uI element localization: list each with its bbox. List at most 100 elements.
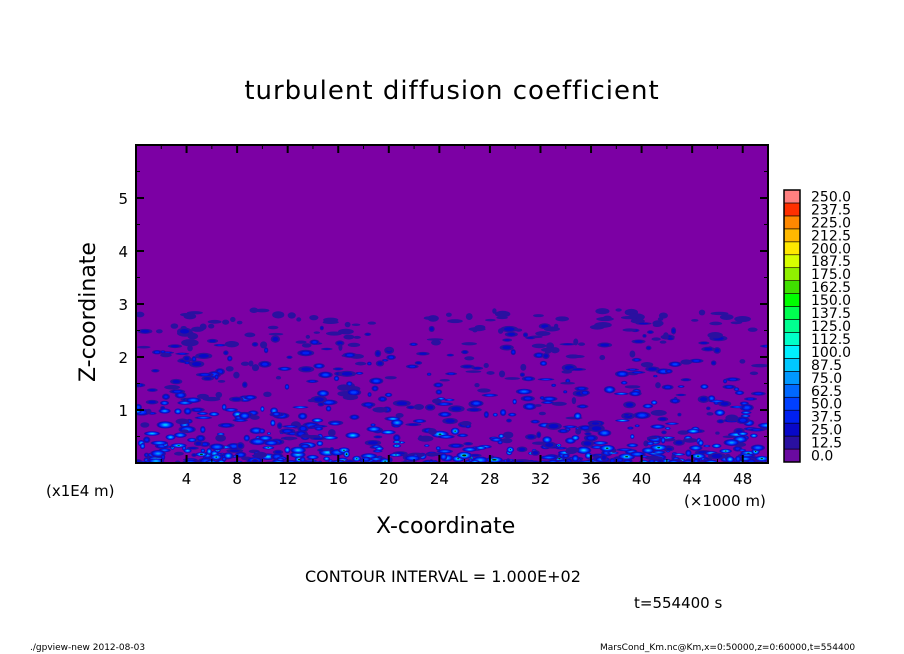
contour-blob (313, 397, 324, 402)
y-axis-unit: (x1E4 m) (46, 482, 115, 500)
contour-blob (537, 432, 541, 437)
contour-blob (327, 407, 330, 410)
contour-blob (464, 356, 475, 361)
contour-blob (734, 434, 739, 436)
contour-blob (298, 459, 301, 460)
colorbar-label: 112.5 (811, 332, 851, 348)
contour-blob (260, 430, 264, 432)
contour-blob (451, 406, 462, 411)
contour-blob (747, 327, 758, 332)
contour-blob (157, 442, 162, 444)
contour-blob (714, 348, 720, 353)
contour-blob (687, 451, 690, 455)
contour-blob (483, 362, 489, 368)
colorbar-swatch (783, 383, 801, 398)
contour-blob (325, 331, 343, 336)
contour-blob (710, 311, 729, 316)
contour-blob (428, 428, 437, 435)
contour-blob (368, 441, 378, 445)
contour-blob (261, 408, 263, 410)
contour-blob (574, 457, 577, 460)
contour-blob (534, 404, 542, 407)
contour-blob (267, 447, 270, 449)
contour-blob (351, 323, 361, 326)
contour-blob (335, 377, 338, 380)
x-tick-label: 8 (232, 470, 242, 488)
contour-blob (317, 365, 321, 367)
contour-blob (186, 450, 189, 452)
contour-blob (646, 436, 658, 440)
contour-blob (705, 445, 708, 447)
contour-blob (706, 407, 710, 410)
contour-blob (560, 381, 575, 385)
contour-blob (187, 345, 193, 352)
contour-blob (499, 441, 502, 443)
contour-blob (445, 312, 452, 317)
contour-blob (253, 342, 257, 346)
contour-blob (575, 428, 582, 435)
contour-blob (427, 405, 434, 410)
contour-blob (365, 403, 372, 406)
contour-blob (659, 417, 667, 421)
contour-blob (563, 452, 567, 454)
contour-blob (636, 425, 639, 427)
contour-blob (327, 429, 336, 437)
contour-blob (587, 454, 590, 457)
contour-blob (649, 442, 652, 444)
colorbar-swatch (783, 332, 801, 346)
contour-blob (646, 449, 650, 452)
contour-blob (572, 368, 583, 371)
contour-blob (655, 426, 660, 428)
contour-blob (162, 449, 167, 451)
contour-blob (520, 373, 524, 377)
contour-blob (619, 393, 624, 395)
contour-blob (298, 406, 303, 408)
contour-blob (198, 354, 209, 358)
contour-blob (448, 354, 453, 356)
contour-blob (313, 437, 323, 440)
contour-blob (163, 402, 166, 404)
contour-blob (634, 371, 641, 373)
contour-blob (561, 370, 573, 374)
contour-blob (658, 312, 668, 319)
contour-blob (136, 345, 151, 349)
contour-blob (663, 332, 669, 340)
contour-blob (615, 308, 622, 312)
colorbar-swatch (783, 267, 801, 281)
contour-blob (441, 403, 448, 405)
contour-blob (601, 455, 606, 460)
contour-blob (633, 392, 638, 395)
contour-blob (148, 400, 156, 404)
contour-blob (335, 451, 340, 454)
contour-blob (578, 387, 585, 390)
contour-blob (311, 456, 315, 458)
contour-blob (296, 317, 302, 322)
contour-blob (170, 345, 180, 348)
contour-blob (238, 453, 243, 456)
contour-blob (325, 458, 328, 460)
contour-blob (170, 323, 179, 329)
contour-blob (739, 359, 746, 364)
contour-blob (286, 449, 288, 451)
contour-blob (621, 420, 624, 421)
contour-blob (240, 361, 250, 366)
contour-blob (301, 458, 304, 461)
contour-blob (438, 433, 442, 435)
contour-blob (231, 445, 237, 448)
contour-blob (372, 424, 374, 426)
contour-blob (302, 351, 310, 355)
contour-blob (437, 447, 439, 449)
x-tick-label: 12 (278, 470, 297, 488)
contour-blob (337, 341, 343, 345)
contour-blob (140, 329, 150, 333)
contour-blob (477, 388, 491, 393)
contour-blob (251, 364, 260, 372)
contour-blob (512, 350, 515, 354)
contour-blob (222, 319, 230, 325)
colorbar-label: 125.0 (811, 319, 851, 335)
contour-blob (652, 320, 664, 327)
contour-blob (624, 385, 641, 389)
contour-blob (183, 424, 186, 426)
contour-blob (743, 458, 747, 460)
colorbar-label: 187.5 (811, 254, 851, 270)
